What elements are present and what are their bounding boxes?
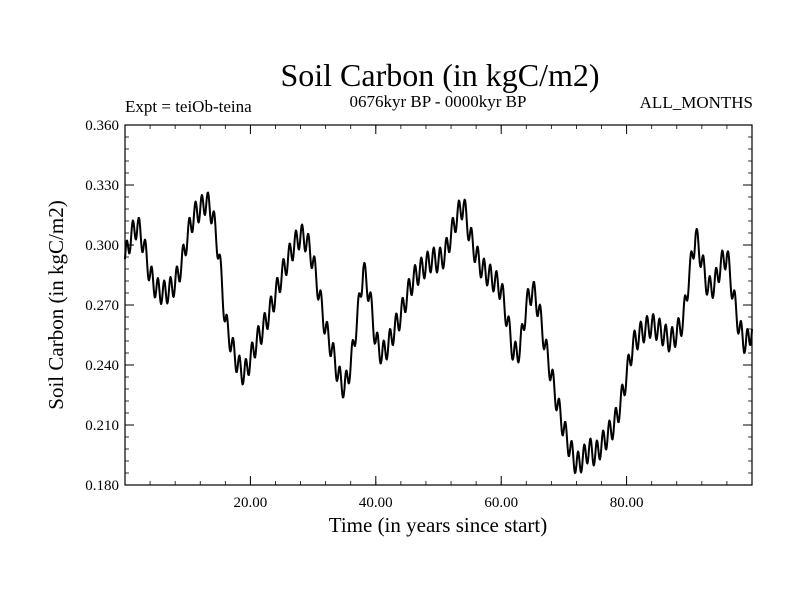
y-tick-label: 0.360 — [85, 118, 119, 134]
y-tick-label: 0.330 — [85, 178, 119, 194]
x-tick-label: 60.00 — [484, 495, 518, 511]
y-tick-label: 0.210 — [85, 418, 119, 434]
axis-ticks — [124, 124, 753, 486]
experiment-label: Expt = teiOb-teina — [125, 97, 252, 116]
axis-tick-labels: 0.180 0.210 0.240 0.270 0.300 0.330 0.360 20.00… — [85, 118, 643, 511]
y-axis-title: Soil Carbon (in kgC/m2) — [44, 200, 68, 409]
y-tick-label: 0.300 — [85, 238, 119, 254]
chart-title: Soil Carbon (in kgC/m2) — [280, 57, 599, 93]
y-tick-label: 0.180 — [85, 478, 119, 494]
x-tick-label: 20.00 — [234, 495, 268, 511]
x-tick-label: 40.00 — [359, 495, 393, 511]
x-axis-title: Time (in years since start) — [329, 513, 548, 537]
y-tick-label: 0.270 — [85, 298, 119, 314]
plot-frame — [124, 124, 753, 486]
y-tick-label: 0.240 — [85, 358, 119, 374]
months-label: ALL_MONTHS — [640, 93, 753, 112]
x-tick-label: 80.00 — [610, 495, 644, 511]
series-line-soil-carbon — [124, 191, 753, 474]
time-range-label: 0676kyr BP - 0000kyr BP — [350, 92, 527, 111]
plot-lines — [124, 191, 753, 474]
